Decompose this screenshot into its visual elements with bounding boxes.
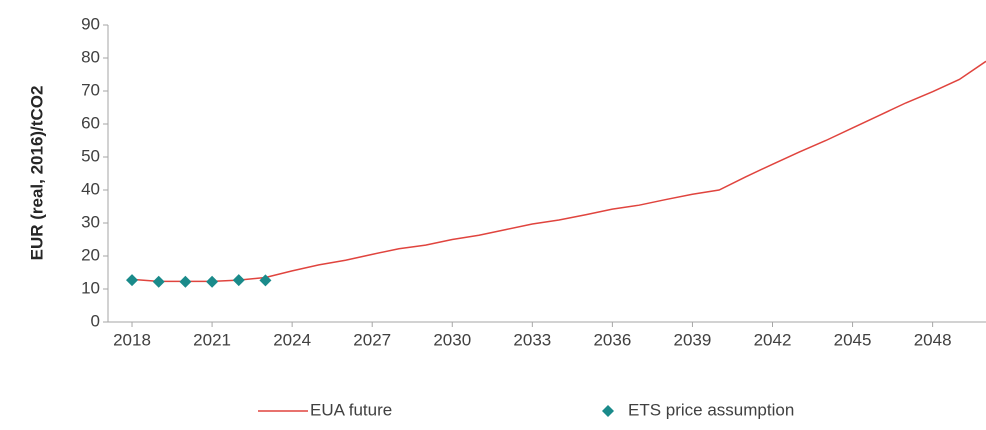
line [131, 60, 986, 283]
legend-swatch [602, 405, 614, 417]
x-tick-label: 2036 [593, 330, 631, 349]
y-tick-label: 20 [81, 245, 100, 264]
x-tick-label: 2033 [513, 330, 551, 349]
x-tick-label: 2021 [193, 330, 231, 349]
point [232, 274, 245, 287]
y-tick-label: 0 [91, 311, 100, 330]
y-tick-label: 30 [81, 212, 100, 231]
y-tick-label: 70 [81, 80, 100, 99]
x-tick-label: 2024 [273, 330, 311, 349]
x-tick-label: 2018 [113, 330, 151, 349]
y-tick-label: 60 [81, 113, 100, 132]
point [179, 275, 192, 288]
point [152, 275, 165, 288]
point [126, 274, 139, 287]
x-tick-label: 2039 [674, 330, 712, 349]
y-axis-label: EUR (real, 2016)/tCO2 [27, 86, 46, 261]
x-tick-label: 2045 [834, 330, 872, 349]
x-tick-label: 2030 [433, 330, 471, 349]
x-tick-label: 2048 [914, 330, 952, 349]
legend-label: EUA future [310, 400, 392, 419]
y-tick-label: 90 [81, 14, 100, 33]
x-tick-label: 2027 [353, 330, 391, 349]
legend-label: ETS price assumption [628, 400, 794, 419]
point [259, 274, 272, 287]
y-tick-label: 50 [81, 146, 100, 165]
x-tick-label: 2042 [754, 330, 792, 349]
y-tick-label: 40 [81, 179, 100, 198]
point [206, 275, 219, 288]
y-tick-label: 10 [81, 278, 100, 297]
y-tick-label: 80 [81, 47, 100, 66]
